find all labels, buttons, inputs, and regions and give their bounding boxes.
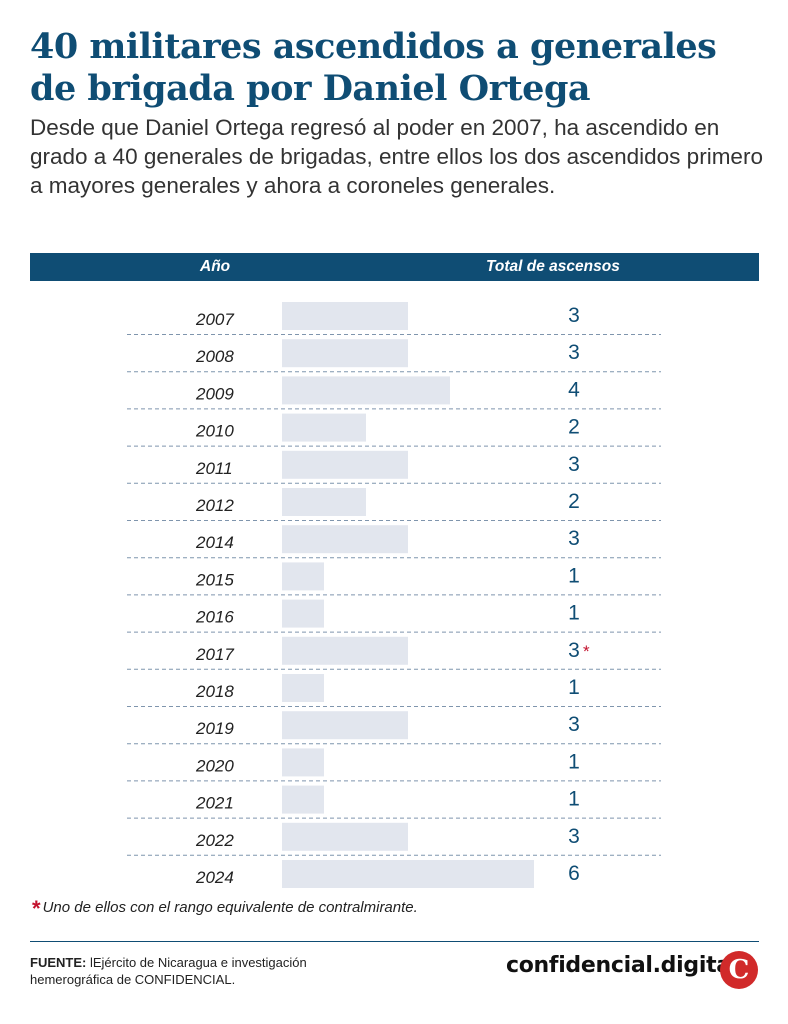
value-label: 3 (568, 527, 580, 550)
year-label: 2021 (195, 794, 234, 813)
year-label: 2024 (195, 868, 234, 887)
brand-logo[interactable]: C (720, 951, 758, 989)
value-label: 1 (568, 750, 580, 773)
bar (282, 674, 324, 702)
bar (282, 562, 324, 591)
brand-name[interactable]: confidencial.digital (506, 953, 739, 978)
subtitle: Desde que Daniel Ortega regresó al poder… (30, 115, 763, 198)
bar (282, 860, 534, 888)
source-text: lEjército de Nicaragua e investigación h… (30, 955, 307, 987)
year-label: 2019 (195, 719, 234, 738)
year-label: 2015 (195, 570, 234, 589)
bar (282, 339, 408, 368)
value-label: 1 (568, 602, 580, 625)
bar (282, 450, 408, 479)
bar (282, 488, 366, 516)
value-label: 4 (568, 378, 580, 401)
year-label: 2008 (195, 347, 234, 366)
year-label: 2007 (195, 310, 234, 329)
value-label: 3 (568, 713, 580, 736)
source-credit: FUENTE: lEjército de Nicaragua e investi… (30, 954, 390, 988)
bar (282, 302, 408, 330)
value-label: 2 (568, 416, 580, 439)
footer-divider (30, 941, 759, 942)
year-label: 2016 (195, 608, 234, 627)
value-label: 3 (568, 453, 580, 476)
year-label: 2020 (195, 756, 234, 775)
year-label: 2011 (195, 459, 233, 478)
year-label: 2022 (195, 831, 234, 850)
footnote-marker: * (32, 896, 41, 921)
footnote: * Uno de ellos con el rango equivalente d… (32, 896, 418, 922)
source-org: CONFIDENCIAL (134, 972, 232, 987)
year-label: 2014 (195, 533, 234, 552)
value-label: 3 (568, 304, 580, 327)
year-label: 2017 (195, 645, 234, 664)
source-end: . (231, 972, 236, 987)
bar (282, 748, 324, 777)
footnote-text: Uno de ellos con el rango equivalente de… (42, 899, 418, 916)
value-label: 1 (568, 788, 580, 811)
bar (282, 525, 408, 554)
value-label: 6 (568, 862, 580, 885)
year-label: 2018 (195, 682, 234, 701)
table-header: Año Total de ascensos (30, 253, 759, 281)
bar (282, 822, 408, 851)
page-title: 40 militares ascendidos a generales de b… (30, 26, 717, 109)
year-label: 2009 (195, 384, 234, 403)
bar (282, 599, 324, 628)
source-label: FUENTE: (30, 955, 87, 970)
value-label: 1 (568, 564, 580, 587)
bar (282, 711, 408, 740)
year-label: 2010 (195, 422, 234, 441)
value-marker: * (583, 642, 590, 661)
value-label: 3 (568, 341, 580, 364)
column-header-year: Año (200, 258, 231, 275)
bar (282, 376, 450, 405)
value-label: 3 (568, 639, 580, 662)
value-label: 1 (568, 676, 580, 699)
value-label: 2 (568, 490, 580, 513)
bar (282, 785, 324, 814)
bar (282, 413, 366, 442)
year-label: 2012 (195, 496, 234, 515)
value-label: 3 (568, 825, 580, 848)
column-header-total: Total de ascensos (486, 258, 620, 275)
bar (282, 636, 408, 665)
